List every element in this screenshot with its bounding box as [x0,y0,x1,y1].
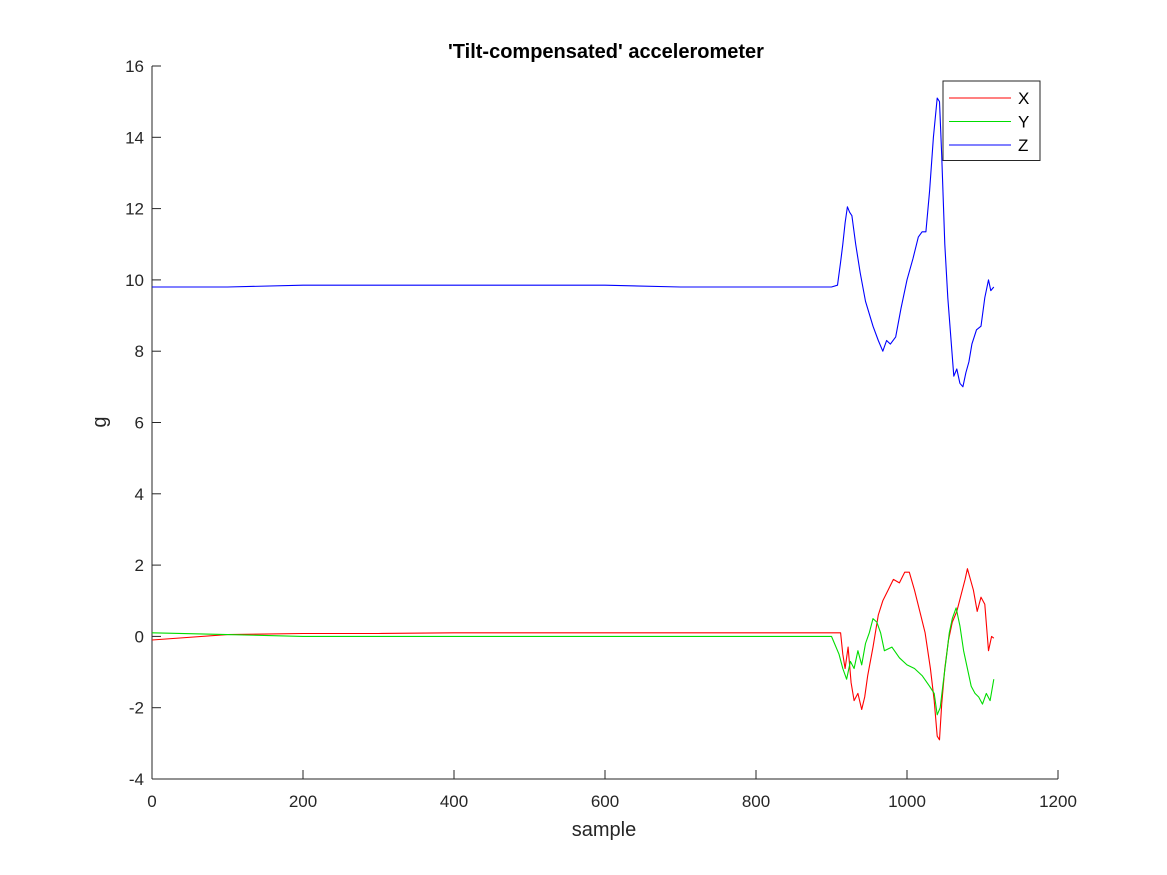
series-line-x [151,568,995,741]
legend: XYZ [942,80,1041,161]
y-tick-label: 12 [125,200,144,219]
x-tick-label: 0 [147,792,156,811]
x-tick-label: 1200 [1039,792,1077,811]
chart-title: 'Tilt-compensated' accelerometer [448,41,764,63]
y-tick-label: -2 [129,699,144,718]
legend-label-z: Z [1018,136,1028,155]
y-tick-label: 4 [135,485,144,504]
y-tick-label: 16 [125,57,144,76]
y-tick-label: 8 [135,342,144,361]
y-tick-label: 6 [135,414,144,433]
x-tick-label: 1000 [888,792,926,811]
y-tick-label: 14 [125,128,144,147]
x-tick-label: 400 [440,792,468,811]
x-tick-label: 600 [591,792,619,811]
legend-label-y: Y [1018,113,1029,132]
legend-box [942,80,1041,161]
y-axis-label: g [89,416,111,427]
series-line-z [152,97,995,388]
x-axis-label: sample [572,819,636,841]
x-tick-label: 200 [289,792,317,811]
series-line-y [151,607,995,716]
y-tick-label: 10 [125,271,144,290]
y-tick-label: 0 [135,627,144,646]
legend-label-x: X [1018,89,1029,108]
x-tick-label: 800 [742,792,770,811]
y-tick-label: -4 [129,770,144,789]
y-tick-label: 2 [135,556,144,575]
plot-area: 0 200 400 600 800 1000 1200 -4 -2 0 2 4 6 8 10 12 14 16 [125,57,1077,811]
